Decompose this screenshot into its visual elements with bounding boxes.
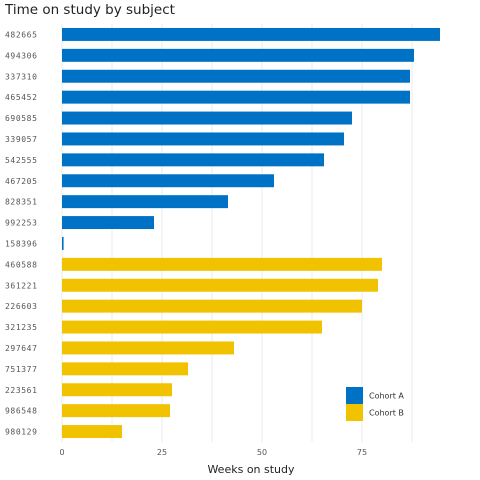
y-tick-label: 321235 [5, 323, 38, 332]
y-tick-label: 297647 [5, 344, 38, 353]
bar-465452 [62, 90, 410, 104]
bar-223561 [62, 383, 172, 397]
bar-339057 [62, 132, 344, 146]
chart-title: Time on study by subject [4, 2, 175, 18]
x-tick-label: 50 [257, 448, 267, 457]
bar-467205 [62, 174, 274, 188]
x-tick-label: 75 [357, 448, 367, 457]
y-tick-label: 226603 [5, 302, 38, 311]
bars-layer [62, 27, 440, 439]
bar-337310 [62, 69, 410, 83]
x-tick-labels: 0 25 50 75 [59, 448, 367, 457]
y-tick-label: 460588 [5, 260, 38, 269]
y-tick-label: 992253 [5, 219, 38, 228]
grid-layer [61, 24, 413, 442]
legend-swatch [346, 387, 363, 404]
y-tick-label: 467205 [5, 177, 38, 186]
bar-980129 [62, 425, 122, 439]
bar-751377 [62, 362, 188, 376]
bar-992253 [62, 216, 154, 230]
y-tick-label: 690585 [5, 114, 38, 123]
y-tick-label: 828351 [5, 198, 38, 207]
bar-361221 [62, 278, 378, 292]
x-tick-label: 25 [157, 448, 167, 457]
bar-828351 [62, 195, 228, 209]
y-tick-label: 482665 [5, 30, 38, 39]
y-tick-label: 542555 [5, 156, 38, 165]
y-tick-label: 494306 [5, 51, 38, 60]
bar-460588 [62, 257, 382, 271]
bar-986548 [62, 404, 170, 418]
legend-label: Cohort A [369, 392, 404, 401]
bar-226603 [62, 299, 362, 313]
y-tick-label: 980129 [5, 428, 38, 437]
y-tick-label: 223561 [5, 386, 38, 395]
legend-swatch [346, 404, 363, 421]
y-tick-label: 465452 [5, 93, 38, 102]
legend-label: Cohort B [369, 409, 404, 418]
bar-321235 [62, 320, 322, 334]
y-tick-label: 158396 [5, 239, 38, 248]
y-tick-label: 751377 [5, 365, 38, 374]
y-tick-label: 361221 [5, 281, 38, 290]
bar-542555 [62, 153, 324, 167]
y-tick-label: 337310 [5, 72, 38, 81]
y-tick-labels: 482665 494306 337310 465452 690585 339057 5425… [5, 30, 38, 437]
y-tick-label: 986548 [5, 407, 38, 416]
y-tick-label: 339057 [5, 135, 38, 144]
bar-494306 [62, 48, 414, 62]
bar-297647 [62, 341, 234, 355]
bar-482665 [62, 27, 440, 41]
x-tick-label: 0 [59, 448, 64, 457]
x-axis-label: Weeks on study [207, 463, 295, 476]
bar-690585 [62, 111, 352, 125]
bar-158396 [62, 236, 64, 250]
legend: Cohort A Cohort B [346, 387, 404, 421]
